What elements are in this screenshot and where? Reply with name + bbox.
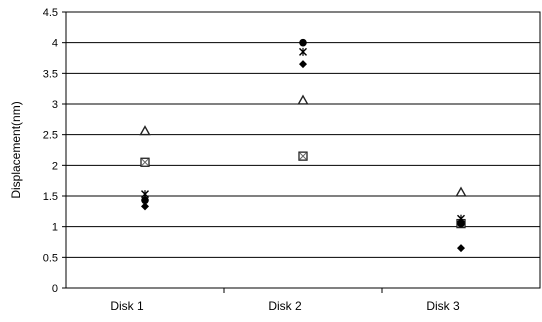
data-point-circle (299, 38, 307, 47)
y-axis-title: Displacement(nm) (9, 101, 23, 198)
y-tick-label: 3 (52, 99, 58, 111)
data-point-diamond (299, 60, 307, 69)
data-point-diamond (141, 202, 149, 211)
y-tick-label: 0 (52, 283, 58, 295)
data-point-square (298, 151, 308, 161)
y-tick-label: 1 (52, 222, 58, 234)
gridlines (66, 42, 540, 258)
data-point-square (140, 157, 150, 167)
data-point-circle (457, 219, 465, 228)
data-points (139, 38, 467, 253)
data-point-triangle (139, 125, 151, 136)
data-point-triangle (455, 186, 467, 197)
data-point-star (299, 47, 307, 56)
y-tick-label: 1.5 (43, 191, 58, 203)
y-axis-ticks: 0 0.5 1 1.5 2 2.5 3 3.5 4 4.5 (43, 7, 66, 295)
data-point-diamond (457, 244, 465, 253)
data-point-circle (141, 196, 149, 205)
x-tick-label: Disk 1 (110, 299, 144, 313)
data-point-triangle (297, 94, 309, 105)
y-tick-label: 3.5 (43, 68, 58, 80)
y-tick-label: 4.5 (43, 7, 58, 19)
y-tick-label: 0.5 (43, 252, 58, 264)
x-tick-label: Disk 3 (426, 299, 460, 313)
y-tick-label: 2 (52, 160, 58, 172)
x-axis-ticks: Disk 1 Disk 2 Disk 3 (110, 288, 460, 313)
y-tick-label: 2.5 (43, 130, 58, 142)
x-tick-label: Disk 2 (268, 299, 302, 313)
plot-area-frame (65, 11, 541, 289)
y-tick-label: 4 (52, 38, 58, 50)
